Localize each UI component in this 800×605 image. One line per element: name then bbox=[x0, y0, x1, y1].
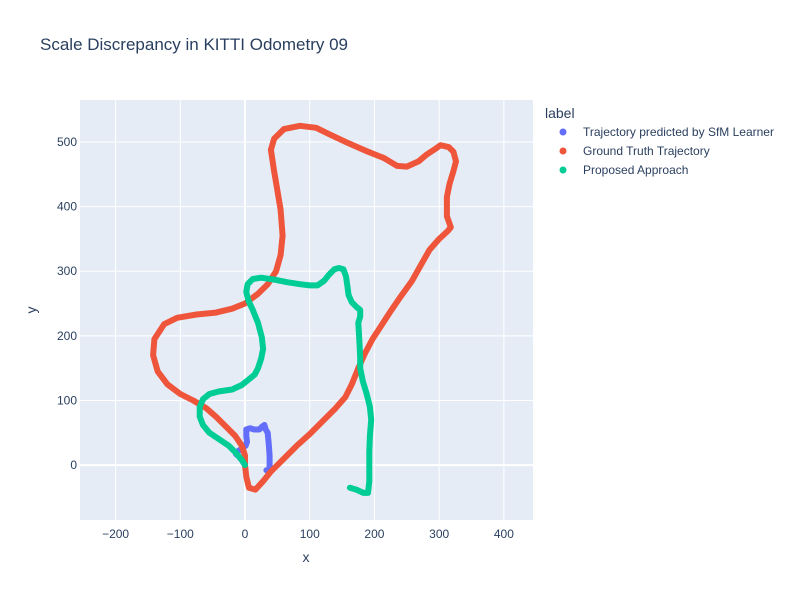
series-line-ground-truth-trajectory bbox=[150, 122, 459, 493]
y-tick-label: 300 bbox=[57, 264, 77, 278]
x-tick-label: −100 bbox=[167, 527, 194, 541]
legend-item-ground-truth-trajectory[interactable]: Ground Truth Trajectory bbox=[559, 144, 710, 158]
x-tick-label: 200 bbox=[364, 527, 384, 541]
legend-items[interactable]: Trajectory predicted by SfM Learner Groun… bbox=[559, 125, 774, 177]
legend-label: Trajectory predicted by SfM Learner bbox=[583, 125, 774, 139]
chart-title: Scale Discrepancy in KITTI Odometry 09 bbox=[40, 35, 348, 54]
series-line-proposed-approach bbox=[196, 265, 375, 496]
trajectory-traces bbox=[150, 122, 459, 496]
x-tick-label: 300 bbox=[429, 527, 449, 541]
y-tick-label: 100 bbox=[57, 393, 77, 407]
x-tick-labels: −200 −100 0 100 200 300 400 bbox=[102, 527, 514, 541]
legend-item-trajectory-predicted-by-sfm-learner[interactable]: Trajectory predicted by SfM Learner bbox=[559, 125, 774, 139]
plot-area bbox=[80, 100, 533, 520]
legend-marker bbox=[559, 166, 567, 174]
y-tick-label: 500 bbox=[57, 135, 77, 149]
x-tick-label: 400 bbox=[494, 527, 514, 541]
legend[interactable]: label Trajectory predicted by SfM Learne… bbox=[545, 105, 774, 177]
legend-label: Ground Truth Trajectory bbox=[583, 144, 710, 158]
legend-item-proposed-approach[interactable]: Proposed Approach bbox=[559, 163, 689, 177]
y-tick-label: 400 bbox=[57, 200, 77, 214]
grid-lines bbox=[80, 100, 533, 520]
x-tick-label: −200 bbox=[102, 527, 129, 541]
y-tick-labels: 0 100 200 300 400 500 bbox=[57, 135, 77, 472]
legend-marker bbox=[559, 147, 567, 155]
y-axis-label: y bbox=[23, 307, 39, 314]
legend-label: Proposed Approach bbox=[583, 163, 688, 177]
y-tick-label: 0 bbox=[70, 458, 77, 472]
legend-title: label bbox=[545, 105, 575, 121]
y-tick-label: 200 bbox=[57, 329, 77, 343]
legend-marker bbox=[559, 128, 567, 136]
x-axis-label: x bbox=[303, 549, 310, 565]
x-tick-label: 0 bbox=[242, 527, 249, 541]
x-tick-label: 100 bbox=[300, 527, 320, 541]
